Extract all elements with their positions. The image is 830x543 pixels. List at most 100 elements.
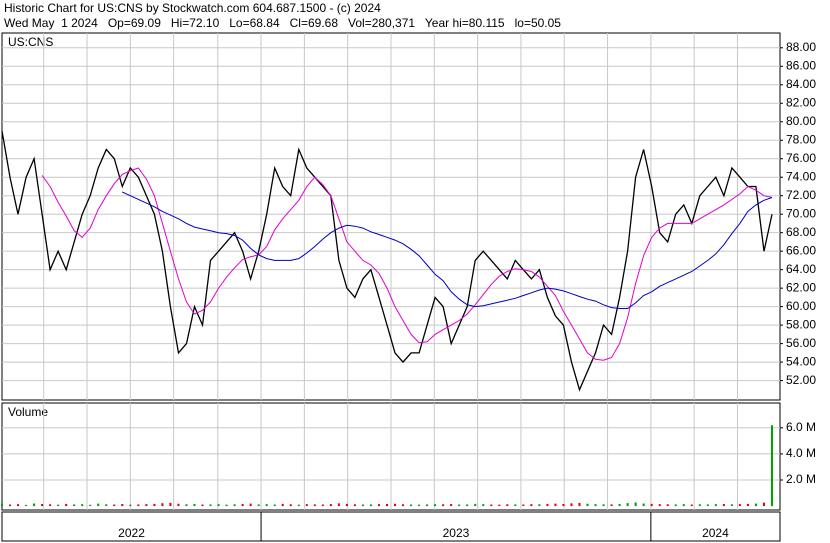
volume-bar xyxy=(674,504,677,507)
volume-bar xyxy=(474,503,477,507)
volume-bar xyxy=(169,502,172,507)
volume-bar xyxy=(554,503,557,507)
volume-bar xyxy=(522,504,525,507)
volume-bar xyxy=(265,504,268,507)
y-tick-label: 60.00 xyxy=(786,299,816,313)
y-tick-label: 70.00 xyxy=(786,206,816,220)
y-tick-label: 82.00 xyxy=(786,95,816,109)
volume-bar xyxy=(626,503,629,507)
volume-bar xyxy=(361,504,364,507)
volume-bar xyxy=(402,504,405,507)
y-tick-label: 52.00 xyxy=(786,373,816,387)
period-strip xyxy=(1,511,781,542)
volume-bar xyxy=(201,504,204,507)
volume-bar xyxy=(714,504,717,507)
volume-bar xyxy=(257,504,260,507)
volume-bar xyxy=(353,504,356,507)
volume-bar xyxy=(25,504,28,507)
volume-bar xyxy=(490,504,493,507)
volume-bar xyxy=(418,504,421,507)
volume-bar xyxy=(57,504,60,507)
y-tick-label: 2.0 M xyxy=(786,472,816,486)
volume-bar xyxy=(273,504,276,507)
y-tick-label: 6.0 M xyxy=(786,420,816,434)
volume-bar xyxy=(506,504,509,507)
volume-bar xyxy=(666,504,669,507)
volume-bar xyxy=(33,503,36,507)
volume-bar xyxy=(313,504,316,507)
y-tick-label: 80.00 xyxy=(786,114,816,128)
volume-bar xyxy=(738,504,741,507)
volume-bar xyxy=(305,504,308,507)
volume-bar xyxy=(297,504,300,507)
volume-bar xyxy=(137,504,140,507)
volume-bar xyxy=(618,503,621,507)
volume-bar xyxy=(690,504,693,507)
y-tick-label: 76.00 xyxy=(786,151,816,165)
y-tick-label: 66.00 xyxy=(786,243,816,257)
volume-bar xyxy=(762,502,765,507)
volume-bar xyxy=(754,503,757,507)
volume-bar xyxy=(1,503,3,507)
volume-bar xyxy=(89,504,92,507)
volume-bar xyxy=(49,504,52,507)
volume-bar xyxy=(570,503,573,507)
y-tick-label: 58.00 xyxy=(786,317,816,331)
volume-bar xyxy=(113,504,116,507)
volume-bar xyxy=(41,503,44,507)
y-tick-label: 72.00 xyxy=(786,188,816,202)
volume-bar xyxy=(722,503,725,507)
volume-bar xyxy=(209,504,212,507)
volume-bar xyxy=(161,503,164,507)
volume-bar xyxy=(9,504,12,507)
volume-bar xyxy=(426,504,429,507)
volume-bar xyxy=(706,504,709,507)
volume-bar xyxy=(217,504,220,507)
y-tick-label: 78.00 xyxy=(786,132,816,146)
volume-bar xyxy=(658,504,661,507)
volume-bar xyxy=(642,503,645,507)
volume-bar xyxy=(249,503,252,507)
volume-bar xyxy=(377,504,380,507)
volume-bar xyxy=(538,504,541,507)
volume-bar xyxy=(730,504,733,507)
volume-bar xyxy=(177,503,180,507)
volume-bar xyxy=(546,503,549,507)
volume-bar xyxy=(530,504,533,507)
volume-bar xyxy=(145,504,148,507)
volume-bar xyxy=(442,504,445,507)
volume-bar xyxy=(193,503,196,507)
volume-bar xyxy=(337,503,340,507)
volume-bar xyxy=(321,504,324,507)
volume-bar xyxy=(650,503,653,507)
x-period-label: 2022 xyxy=(118,526,145,540)
volume-bar xyxy=(329,503,332,507)
price-line xyxy=(41,167,773,361)
price-line xyxy=(1,130,773,392)
volume-bar xyxy=(410,504,413,507)
volume-bar xyxy=(289,504,292,507)
volume-bar xyxy=(482,504,485,507)
header-quote: Wed May 1 2024 Op=69.09 Hi=72.10 Lo=68.8… xyxy=(4,16,561,30)
volume-bar xyxy=(770,425,773,507)
volume-bar xyxy=(434,504,437,507)
volume-bar xyxy=(602,504,605,507)
volume-bar xyxy=(281,503,284,507)
volume-bar xyxy=(97,503,100,507)
volume-bar xyxy=(225,504,228,507)
volume-bar xyxy=(105,504,108,507)
volume-bar xyxy=(345,503,348,507)
y-tick-label: 64.00 xyxy=(786,262,816,276)
header-title: Historic Chart for US:CNS by Stockwatch.… xyxy=(4,1,381,15)
y-tick-label: 54.00 xyxy=(786,354,816,368)
volume-bar xyxy=(241,503,244,507)
y-tick-label: 4.0 M xyxy=(786,446,816,460)
volume-bar xyxy=(81,504,84,507)
volume-bar xyxy=(129,504,132,507)
y-tick-label: 86.00 xyxy=(786,58,816,72)
volume-bar xyxy=(185,504,188,507)
volume-bar xyxy=(450,503,453,507)
volume-bar xyxy=(466,504,469,507)
volume-bar xyxy=(578,502,581,507)
